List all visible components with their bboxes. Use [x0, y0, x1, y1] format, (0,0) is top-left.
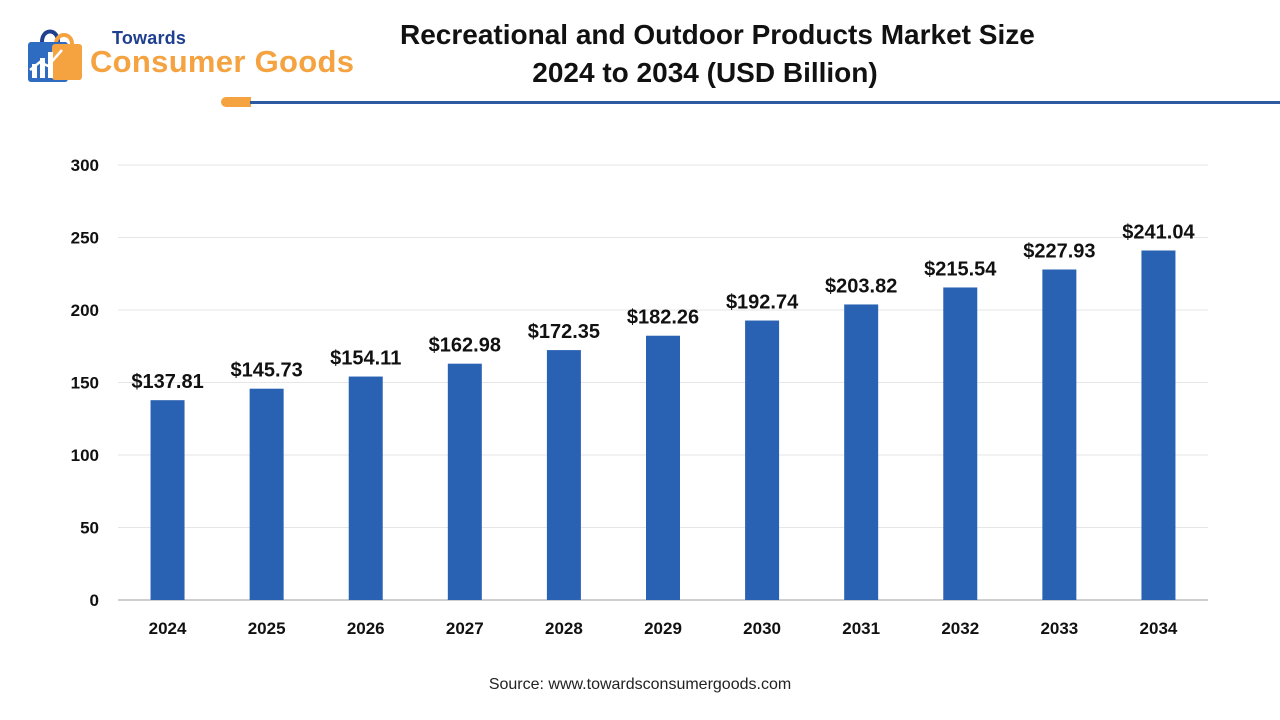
bar-2028: [546, 350, 581, 600]
y-tick-label: 200: [71, 301, 99, 320]
y-tick-label: 50: [80, 519, 99, 538]
bar-2032: [943, 287, 978, 600]
bar-2030: [745, 320, 780, 600]
data-label-2031: $203.82: [825, 275, 897, 297]
data-label-2034: $241.04: [1122, 221, 1195, 243]
x-tick-label-2025: 2025: [248, 619, 286, 638]
brand-main-text: Consumer Goods: [90, 44, 355, 79]
bar-2025: [249, 388, 284, 600]
data-label-2033: $227.93: [1023, 241, 1095, 263]
x-tick-label-2030: 2030: [743, 619, 781, 638]
chart-title: Recreational and Outdoor Products Market…: [400, 16, 1035, 92]
x-tick-label-2024: 2024: [149, 619, 187, 638]
brand-logo: Towards Consumer Goods: [20, 18, 380, 88]
x-tick-label-2028: 2028: [545, 619, 583, 638]
data-label-2026: $154.11: [330, 348, 401, 370]
shopping-bag-icon: [28, 29, 82, 82]
chart-title-line-1: Recreational and Outdoor Products Market…: [400, 19, 1035, 50]
x-tick-label-2031: 2031: [842, 619, 880, 638]
data-label-2029: $182.26: [627, 307, 699, 329]
header-accent-tab: [221, 97, 251, 107]
x-tick-label-2027: 2027: [446, 619, 484, 638]
x-tick-label-2032: 2032: [941, 619, 979, 638]
bar-2024: [150, 400, 185, 600]
brand-top-text: Towards: [112, 28, 187, 48]
header-divider: [250, 101, 1280, 104]
bar-2027: [447, 363, 482, 600]
x-tick-label-2026: 2026: [347, 619, 385, 638]
bar-2031: [844, 304, 879, 600]
y-tick-label: 100: [71, 446, 99, 465]
data-label-2027: $162.98: [429, 335, 501, 357]
bar-2026: [348, 376, 383, 600]
bar-2029: [646, 335, 680, 600]
source-note: Source: www.towardsconsumergoods.com: [488, 676, 792, 693]
x-tick-label-2033: 2033: [1040, 619, 1078, 638]
bar-2034: [1141, 250, 1176, 600]
data-label-2025: $145.73: [230, 360, 302, 382]
x-tick-label-2034: 2034: [1140, 619, 1178, 638]
y-tick-label: 150: [71, 374, 99, 393]
chart-title-line-2: 2024 to 2034 (USD Billion): [532, 57, 878, 88]
data-label-2028: $172.35: [528, 321, 600, 343]
bar-2033: [1042, 269, 1077, 600]
y-tick-label: 0: [90, 591, 99, 610]
data-label-2032: $215.54: [924, 258, 997, 280]
y-tick-label: 250: [71, 229, 99, 248]
data-label-2030: $192.74: [726, 292, 799, 314]
x-tick-label-2029: 2029: [644, 619, 682, 638]
data-label-2024: $137.81: [131, 371, 203, 393]
y-tick-label: 300: [71, 156, 99, 175]
